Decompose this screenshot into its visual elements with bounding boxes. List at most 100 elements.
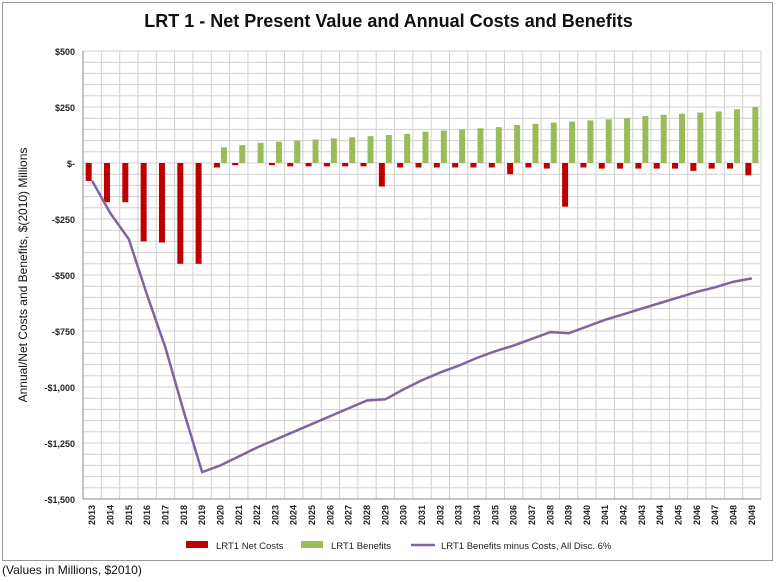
net-cost-bar <box>488 163 495 168</box>
y-tick-label: -$1,500 <box>44 495 75 505</box>
net-cost-bar <box>543 163 550 169</box>
chart-title: LRT 1 - Net Present Value and Annual Cos… <box>144 11 633 31</box>
net-cost-bar <box>617 163 624 169</box>
benefit-bar <box>569 121 576 163</box>
x-tick-label: 2030 <box>399 505 409 525</box>
benefit-bar <box>330 138 337 163</box>
x-tick-label: 2023 <box>270 505 280 525</box>
net-cost-bar <box>213 163 220 168</box>
x-tick-label: 2013 <box>87 505 97 525</box>
chart-frame: LRT 1 - Net Present Value and Annual Cos… <box>2 2 773 561</box>
x-tick-label: 2025 <box>307 505 317 525</box>
x-tick-label: 2020 <box>215 505 225 525</box>
legend-swatch <box>186 541 208 548</box>
grid-layer <box>82 50 762 500</box>
x-tick-label: 2042 <box>619 505 629 525</box>
net-cost-bar <box>470 163 477 168</box>
chart-canvas: $500 $250 $- -$250 -$500 -$750 -$1,000 -$1,250 -… <box>16 47 762 552</box>
net-cost-bar <box>672 163 679 169</box>
net-cost-bar <box>745 163 752 176</box>
benefit-bar <box>752 107 759 163</box>
net-cost-bar <box>103 163 110 203</box>
x-tick-label: 2031 <box>417 505 427 525</box>
net-cost-bar <box>507 163 514 175</box>
benefit-bar <box>514 124 521 163</box>
net-cost-bar <box>598 163 605 169</box>
net-cost-bar <box>177 163 184 264</box>
legend-label: LRT1 Net Costs <box>216 541 284 552</box>
benefit-bar <box>367 136 374 163</box>
x-tick-label: 2022 <box>252 505 262 525</box>
y-tick-label: -$250 <box>52 215 75 225</box>
y-tick-label: $250 <box>55 103 75 113</box>
benefit-bar <box>495 127 502 163</box>
net-cost-bar <box>305 163 312 167</box>
net-cost-bar <box>122 163 129 203</box>
axis-layer: $500 $250 $- -$250 -$500 -$750 -$1,000 -$1,250 -… <box>16 47 761 525</box>
x-tick-label: 2028 <box>362 505 372 525</box>
benefit-bar <box>422 131 429 163</box>
benefit-bar <box>239 145 246 163</box>
legend-layer: LRT1 Net Costs LRT1 Benefits LRT1 Benefits… <box>186 541 612 552</box>
x-tick-label: 2047 <box>710 505 720 525</box>
net-cost-bar <box>397 163 404 168</box>
benefit-bar <box>532 123 539 163</box>
x-tick-label: 2035 <box>490 505 500 525</box>
benefit-bar <box>294 140 301 163</box>
benefit-bar <box>257 142 264 163</box>
benefit-bar <box>679 113 686 163</box>
x-tick-label: 2014 <box>105 505 115 525</box>
benefit-bar <box>349 137 356 163</box>
x-tick-label: 2018 <box>179 505 189 525</box>
benefit-bar <box>220 147 227 163</box>
x-tick-label: 2017 <box>160 505 170 525</box>
benefit-bar <box>275 141 282 163</box>
benefit-bar <box>697 112 704 163</box>
x-tick-label: 2026 <box>325 505 335 525</box>
legend-label: LRT1 Benefits <box>331 541 391 552</box>
x-tick-label: 2041 <box>600 505 610 525</box>
x-tick-label: 2019 <box>197 505 207 525</box>
y-tick-label: $- <box>67 159 75 169</box>
benefit-bar <box>312 139 319 163</box>
x-tick-label: 2038 <box>545 505 555 525</box>
y-tick-label: -$500 <box>52 271 75 281</box>
benefit-bar <box>660 114 667 163</box>
x-tick-label: 2039 <box>564 505 574 525</box>
x-tick-label: 2024 <box>289 505 299 525</box>
benefit-bar <box>459 129 466 163</box>
benefit-bar <box>642 115 649 163</box>
net-cost-bar <box>415 163 422 168</box>
x-tick-label: 2015 <box>124 505 134 525</box>
x-tick-label: 2029 <box>380 505 390 525</box>
net-cost-bar <box>433 163 440 168</box>
net-cost-bar <box>378 163 385 187</box>
x-tick-label: 2049 <box>747 505 757 525</box>
x-tick-label: 2037 <box>527 505 537 525</box>
x-tick-label: 2033 <box>454 505 464 525</box>
net-cost-bar <box>452 163 459 168</box>
x-tick-label: 2016 <box>142 505 152 525</box>
npv-line <box>91 180 753 474</box>
x-tick-label: 2048 <box>729 505 739 525</box>
x-tick-label: 2032 <box>435 505 445 525</box>
benefit-bar <box>624 118 631 163</box>
x-tick-label: 2034 <box>472 505 482 525</box>
y-tick-label: -$750 <box>52 327 75 337</box>
legend-label: LRT1 Benefits minus Costs, All Disc. 6% <box>441 541 612 552</box>
y-tick-label: -$1,000 <box>44 383 75 393</box>
x-tick-label: 2044 <box>655 505 665 525</box>
x-tick-label: 2045 <box>674 505 684 525</box>
net-cost-bar <box>140 163 147 242</box>
benefit-bar <box>440 130 447 163</box>
net-cost-bar <box>85 163 92 181</box>
net-cost-bar <box>232 163 239 166</box>
benefit-bar <box>385 135 392 163</box>
net-cost-bar <box>342 163 349 167</box>
line-layer <box>91 180 753 474</box>
net-cost-bar <box>690 163 697 171</box>
benefit-bar <box>550 122 557 163</box>
y-tick-label: -$1,250 <box>44 439 75 449</box>
bar-layer <box>85 107 759 264</box>
y-axis-title: Annual/Net Costs and Benefits, $(2010) M… <box>16 148 30 403</box>
